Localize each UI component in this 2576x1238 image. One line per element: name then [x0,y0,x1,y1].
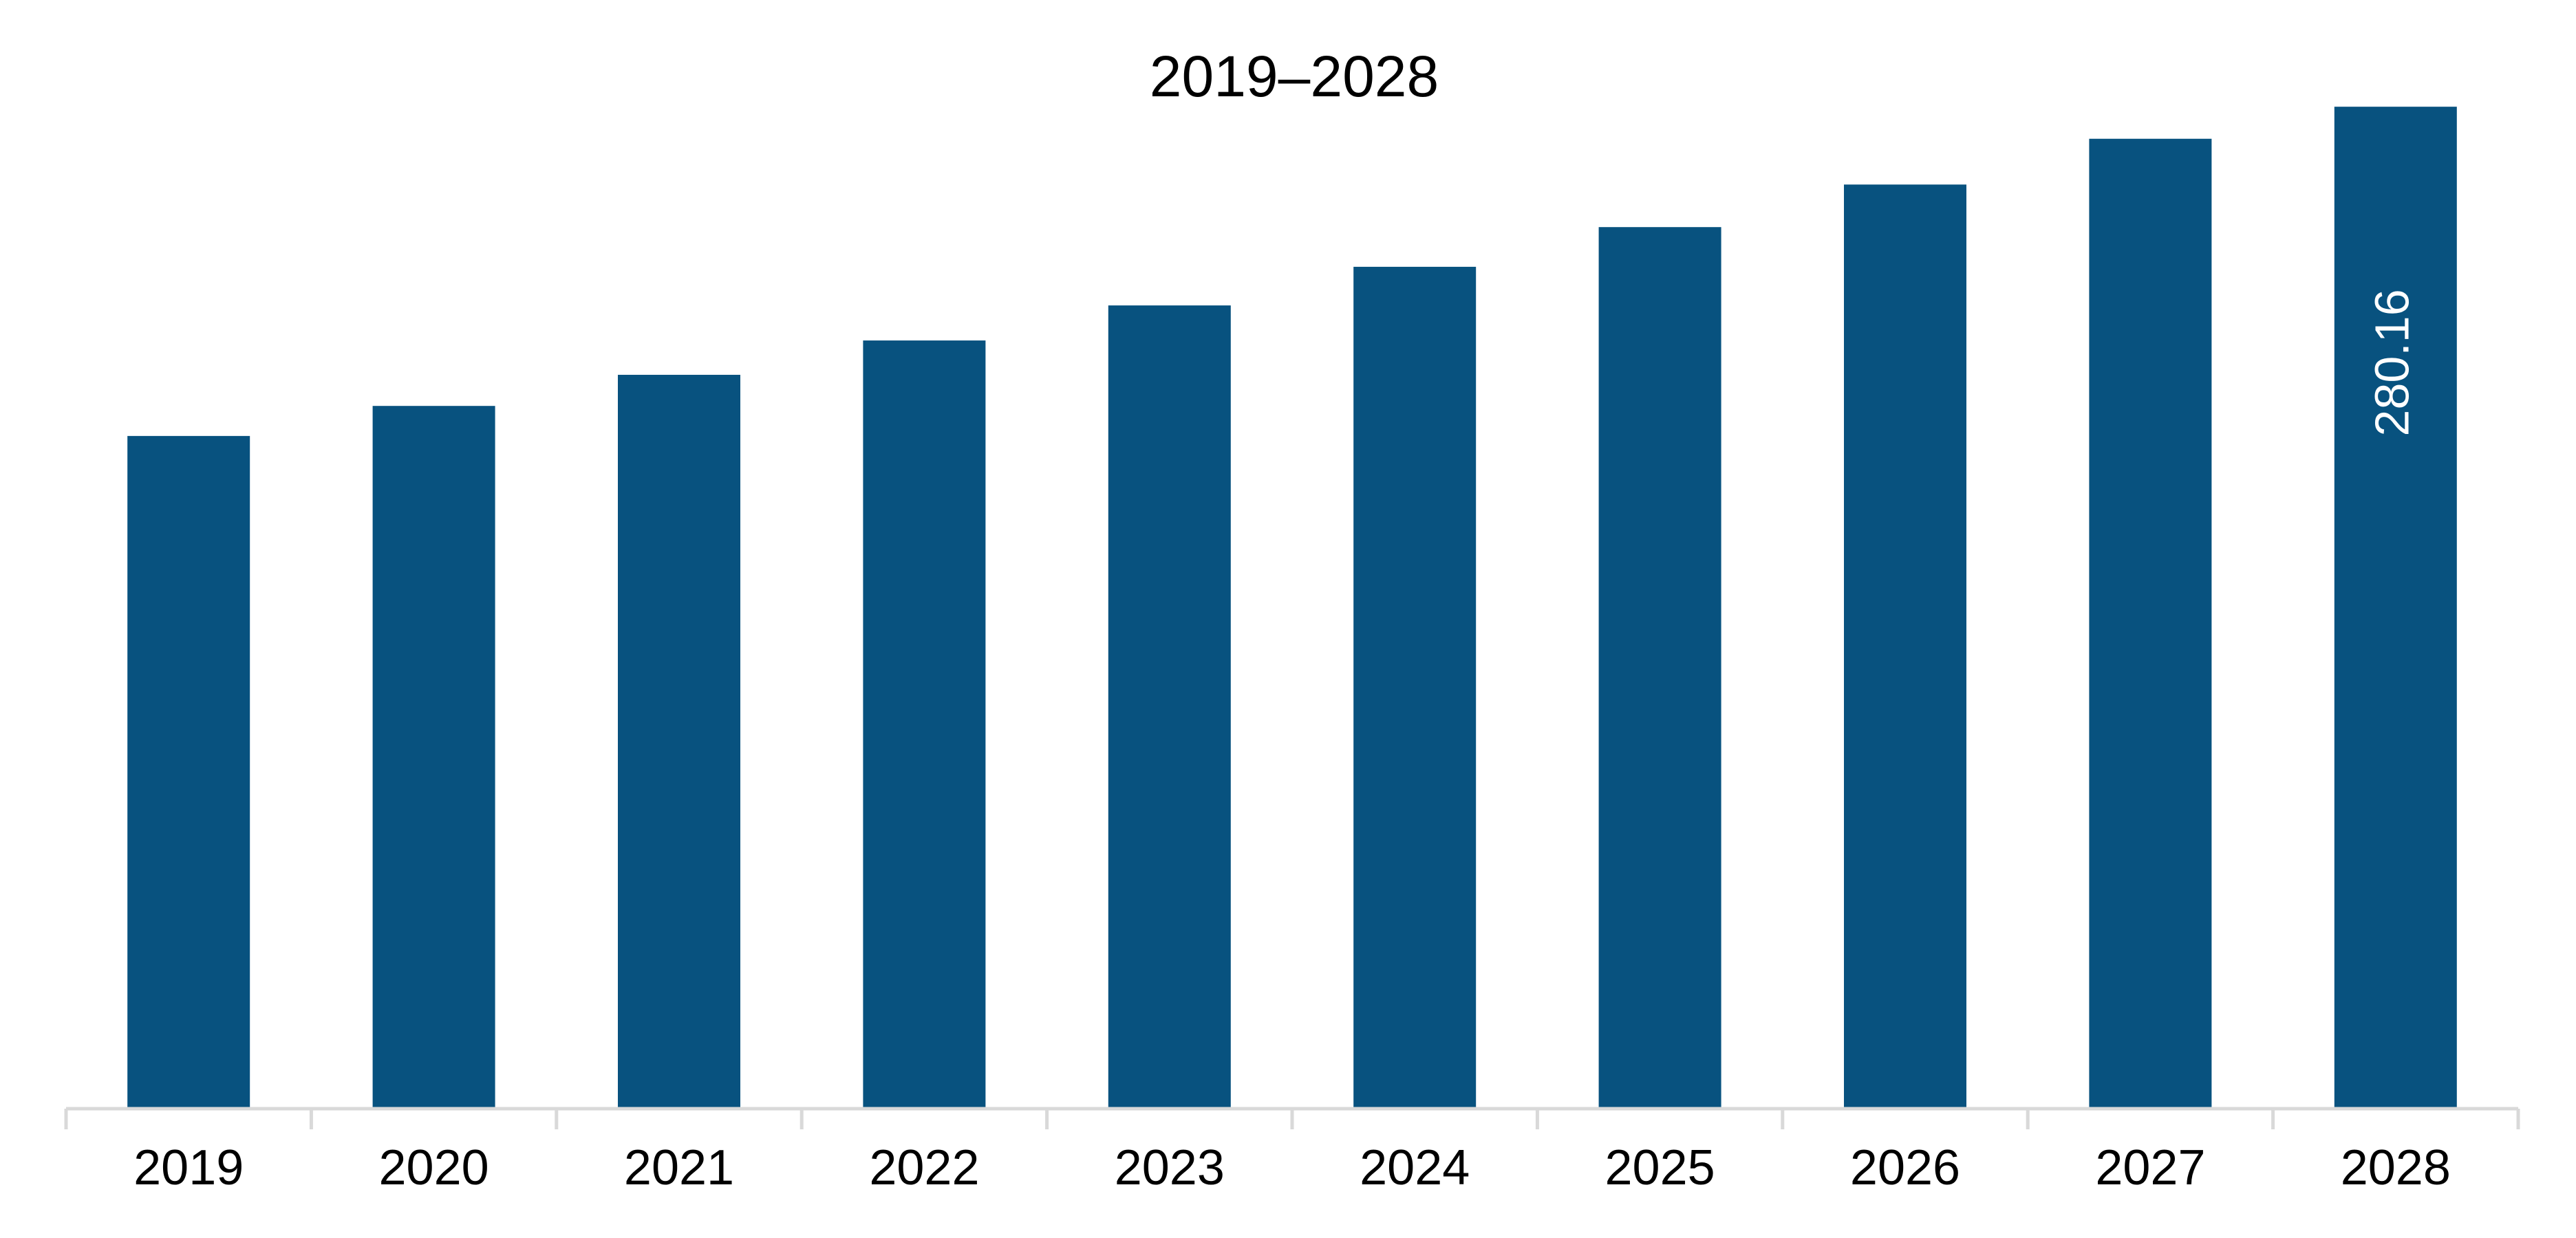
bar-2028 [2334,107,2457,1109]
x-tick-label-2026: 2026 [1850,1140,1960,1195]
bar-2022 [863,340,986,1109]
x-tick-label-2021: 2021 [624,1140,734,1195]
x-tick-label-2028: 2028 [2341,1140,2451,1195]
x-tick-label-2020: 2020 [379,1140,489,1195]
x-tick-label-2023: 2023 [1115,1140,1225,1195]
data-label-2028: 280.16 [2365,289,2418,436]
x-axis: 2019 2020 2021 2022 2023 2024 2025 2026 2027 2028 [64,1107,2520,1195]
bar-2023 [1108,305,1231,1109]
bar-2025 [1598,227,1721,1109]
bar-2019 [127,435,250,1109]
bar-2021 [618,374,740,1109]
x-tick-label-2024: 2024 [1360,1140,1470,1195]
bar-2020 [372,406,495,1109]
chart-title: 2019–2028 [1150,44,1439,109]
bar-2027 [2089,138,2212,1109]
data-labels-layer: 280.16 [2365,289,2418,436]
x-tick-label-2022: 2022 [869,1140,979,1195]
x-tick-label-2019: 2019 [133,1140,244,1195]
bar-2024 [1353,266,1477,1109]
x-tick-label-2025: 2025 [1605,1140,1715,1195]
bars-layer [127,107,2457,1109]
bar-2026 [1844,184,1966,1109]
x-tick-label-2027: 2027 [2095,1140,2205,1195]
